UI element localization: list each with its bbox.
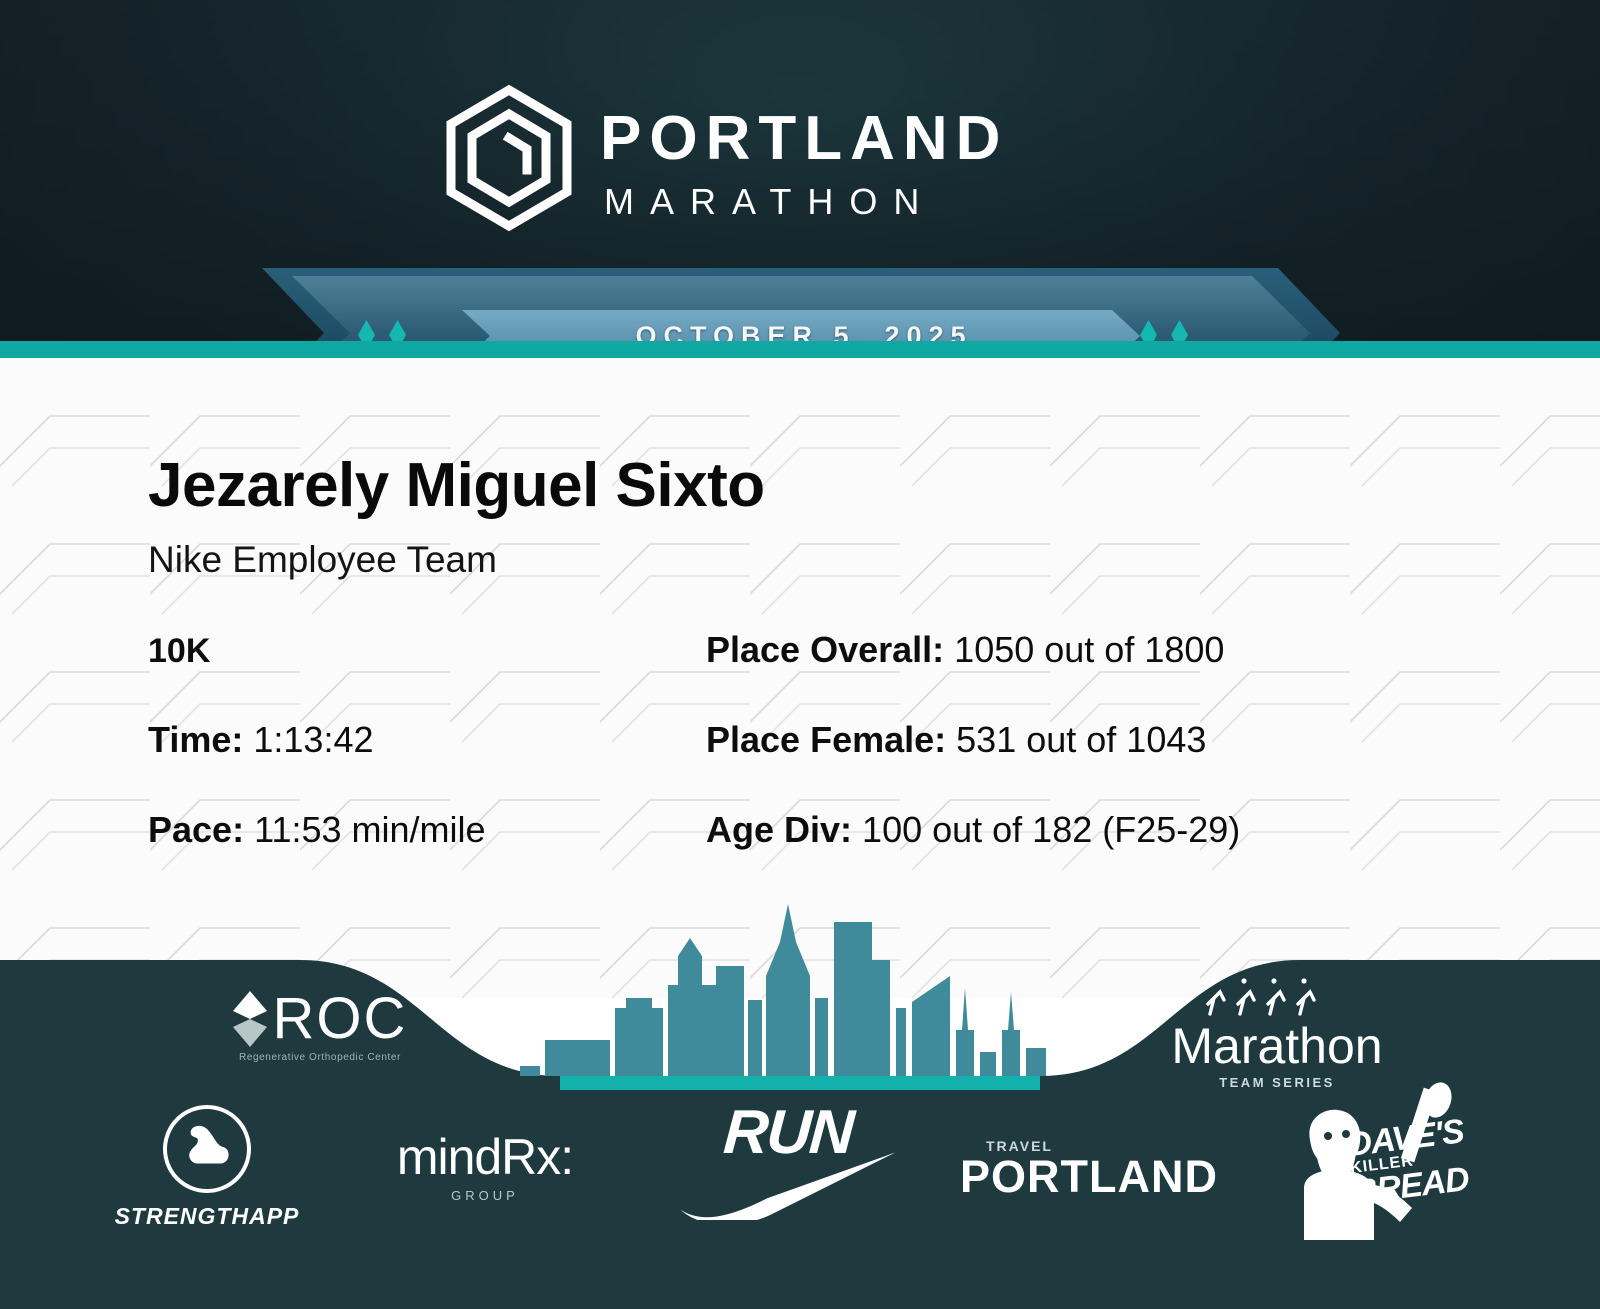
header-banner: PORTLAND MARATHON OCTOBER 5, 2025 (0, 0, 1600, 398)
bicep-icon (163, 1105, 251, 1193)
stat-row-pace: Pace: 11:53 min/mile (148, 810, 688, 900)
logo-line-marathon: MARATHON (604, 181, 936, 222)
time-label: Time: (148, 719, 244, 760)
mindrx-wordmark-icon: mindRx: (396, 1129, 574, 1185)
roc-lockup: ROC (200, 990, 440, 1048)
place-female-value: 531 out of 1043 (956, 719, 1207, 760)
daves-killer-bread-wordmark: DAVE'S KILLER BREAD (1345, 1112, 1472, 1212)
stats-column-right: Place Overall: 1050 out of 1800 Place Fe… (706, 630, 1406, 900)
portland-skyline-icon (520, 904, 1046, 1076)
marathon-wordmark: Marathon (1171, 1018, 1383, 1074)
age-div-value: 100 out of 182 (F25-29) (862, 809, 1241, 850)
event-logo-type: PORTLAND MARATHON (600, 108, 1008, 220)
sponsor-travel-portland: TRAVEL PORTLAND (960, 1138, 1218, 1202)
sponsor-daves-killer-bread: DAVE'S KILLER BREAD (1288, 1080, 1488, 1250)
roc-wordmark: ROC (272, 986, 408, 1051)
logo-line-portland: PORTLAND (600, 104, 1009, 173)
mindrx-group-sub: GROUP (451, 1188, 519, 1203)
event-distance: 10K (148, 630, 688, 720)
athlete-team: Nike Employee Team (148, 539, 497, 580)
runners-icon (1152, 974, 1402, 1018)
strengthapp-wordmark: STRENGTHAPP (114, 1203, 300, 1229)
chevron-pattern-background (0, 358, 1600, 998)
travel-portland-wordmark: PORTLAND (960, 1151, 1218, 1202)
roc-tagline: Regenerative Orthopedic Center (239, 1052, 401, 1063)
sponsor-strengthapp: STRENGTHAPP (82, 1105, 332, 1230)
sponsor-nike-run: RUN (668, 1098, 908, 1225)
place-female-label: Place Female: (706, 719, 947, 760)
roc-diamond-icon (232, 991, 267, 1047)
footer-shape (0, 904, 1600, 1309)
marathon-team-series-sub: TEAM SERIES (1219, 1074, 1335, 1090)
hexagon-spiral-icon (434, 80, 584, 248)
stats-column-left: 10K Time: 1:13:42 Pace: 11:53 min/mile (148, 630, 688, 900)
pace-label: Pace: (148, 809, 245, 850)
sponsor-roc: ROC Regenerative Orthopedic Center (200, 990, 440, 1063)
footer (0, 880, 1600, 1309)
nike-run-wordmark: RUN (721, 1098, 855, 1167)
stat-row-place-female: Place Female: 531 out of 1043 (706, 720, 1406, 810)
sponsor-marathon-team-series: Marathon TEAM SERIES (1152, 974, 1402, 1090)
time-value: 1:13:42 (253, 719, 374, 760)
travel-portland-sub: TRAVEL (986, 1138, 1053, 1154)
result-body (0, 358, 1600, 998)
pace-value: 11:53 min/mile (254, 809, 486, 850)
stat-row-age-div: Age Div: 100 out of 182 (F25-29) (706, 810, 1406, 900)
sponsor-mindrx: mindRx: GROUP (360, 1132, 610, 1203)
sponsor-logos: ROC Regenerative Orthopedic Center (0, 880, 1600, 1309)
stat-row-place-overall: Place Overall: 1050 out of 1800 (706, 630, 1406, 720)
place-overall-label: Place Overall: (706, 629, 945, 670)
stat-row-time: Time: 1:13:42 (148, 720, 688, 810)
daves-killer-bread-mascot-icon (1304, 1082, 1452, 1240)
event-distance-label: 10K (148, 632, 211, 670)
teal-divider-rule (0, 341, 1600, 358)
age-div-label: Age Div: (706, 809, 853, 850)
place-overall-value: 1050 out of 1800 (954, 629, 1225, 670)
athlete-name: Jezarely Miguel Sixto (148, 451, 765, 520)
event-logo: PORTLAND MARATHON (434, 78, 1170, 250)
nike-swoosh-icon (668, 1150, 908, 1225)
